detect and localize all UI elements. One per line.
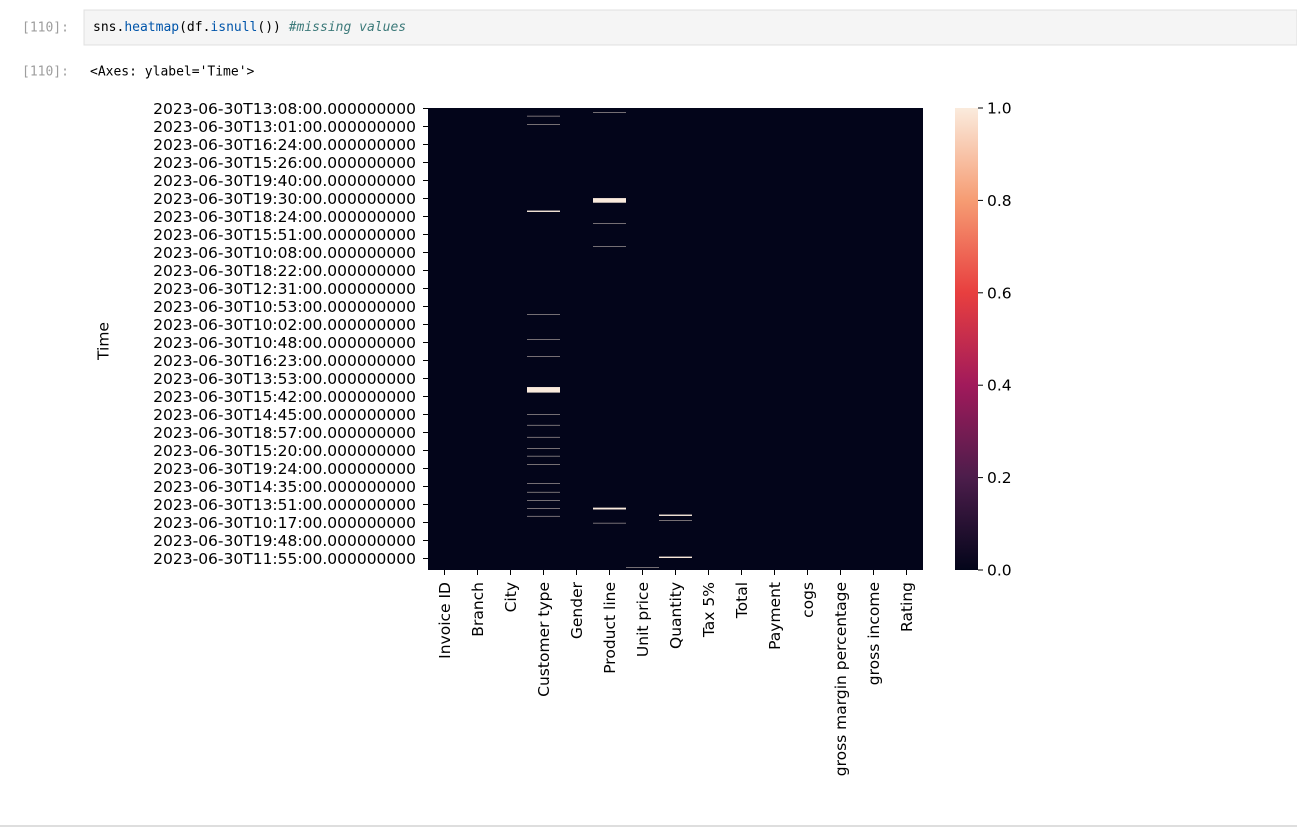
y-tick-label: 2023-06-30T15:42:00.000000000: [153, 388, 416, 406]
missing-stripe: [527, 210, 560, 212]
x-tick-label: cogs: [799, 582, 817, 618]
code-cell[interactable]: [83, 9, 1297, 46]
y-tick-label: 2023-06-30T12:31:00.000000000: [153, 280, 416, 298]
missing-stripe: [593, 198, 626, 203]
code-token: sns.: [93, 20, 124, 35]
x-tick-label: Unit price: [634, 582, 652, 657]
y-tick-label: 2023-06-30T19:48:00.000000000: [153, 532, 416, 550]
y-tick-label: 2023-06-30T18:22:00.000000000: [153, 262, 416, 280]
y-tick-label: 2023-06-30T19:24:00.000000000: [153, 460, 416, 478]
x-tick-label: gross income: [865, 582, 883, 685]
y-tick-label: 2023-06-30T13:53:00.000000000: [153, 370, 416, 388]
code-token: #missing values: [281, 20, 406, 35]
y-tick-label: 2023-06-30T10:08:00.000000000: [153, 244, 416, 262]
y-axis-label: Time: [95, 322, 113, 361]
y-tick-label: 2023-06-30T15:20:00.000000000: [153, 442, 416, 460]
x-tick-label: Rating: [898, 582, 916, 632]
y-tick-label: 2023-06-30T10:17:00.000000000: [153, 514, 416, 532]
x-tick-label: Branch: [469, 582, 487, 637]
y-tick-label: 2023-06-30T16:24:00.000000000: [153, 136, 416, 154]
colorbar-tick-label: 0.8: [987, 192, 1012, 210]
y-tick-label: 2023-06-30T10:48:00.000000000: [153, 334, 416, 352]
colorbar-tick-label: 0.4: [987, 377, 1012, 395]
y-tick-label: 2023-06-30T16:23:00.000000000: [153, 352, 416, 370]
y-tick-label: 2023-06-30T10:53:00.000000000: [153, 298, 416, 316]
x-tick-label: Invoice ID: [436, 582, 454, 659]
code-token: (df.: [179, 20, 210, 35]
x-tick-label: Quantity: [667, 582, 685, 649]
y-tick-label: 2023-06-30T18:57:00.000000000: [153, 424, 416, 442]
y-tick-label: 2023-06-30T13:01:00.000000000: [153, 118, 416, 136]
heatmap-background: [428, 108, 923, 570]
x-tick-label: City: [502, 582, 520, 612]
colorbar-tick-label: 1.0: [987, 100, 1012, 118]
colorbar: [955, 108, 978, 570]
y-tick-label: 2023-06-30T13:51:00.000000000: [153, 496, 416, 514]
code-token: heatmap: [124, 20, 179, 35]
missing-stripe: [659, 556, 692, 558]
x-tick-label: Tax 5%: [700, 582, 718, 638]
code-token: isnull: [210, 20, 257, 35]
code-token: ()): [257, 20, 280, 35]
colorbar-tick-label: 0.6: [987, 284, 1012, 302]
x-tick-label: Product line: [601, 582, 619, 674]
y-tick-label: 2023-06-30T15:26:00.000000000: [153, 154, 416, 172]
output-text: <Axes: ylabel='Time'>: [90, 65, 255, 80]
colorbar-tick-label: 0.2: [987, 469, 1012, 487]
y-tick-label: 2023-06-30T14:45:00.000000000: [153, 406, 416, 424]
missing-stripe: [527, 387, 560, 393]
missing-stripe: [659, 514, 692, 516]
x-tick-label: Total: [733, 582, 751, 619]
y-tick-label: 2023-06-30T15:51:00.000000000: [153, 226, 416, 244]
in-prompt: [110]:: [22, 21, 69, 36]
y-tick-label: 2023-06-30T18:24:00.000000000: [153, 208, 416, 226]
y-tick-label: 2023-06-30T19:30:00.000000000: [153, 190, 416, 208]
y-tick-label: 2023-06-30T11:55:00.000000000: [153, 550, 416, 568]
missing-stripe: [593, 507, 626, 510]
y-tick-label: 2023-06-30T13:08:00.000000000: [153, 100, 416, 118]
x-tick-label: Payment: [766, 582, 784, 650]
y-tick-label: 2023-06-30T10:02:00.000000000: [153, 316, 416, 334]
y-tick-label: 2023-06-30T14:35:00.000000000: [153, 478, 416, 496]
colorbar-tick-label: 0.0: [987, 562, 1012, 580]
x-tick-label: Customer type: [535, 582, 553, 697]
x-tick-label: gross margin percentage: [832, 582, 850, 776]
out-prompt: [110]:: [22, 65, 69, 80]
x-tick-label: Gender: [568, 581, 586, 639]
code: sns.heatmap(df.isnull()) #missing values: [93, 20, 406, 35]
y-tick-label: 2023-06-30T19:40:00.000000000: [153, 172, 416, 190]
